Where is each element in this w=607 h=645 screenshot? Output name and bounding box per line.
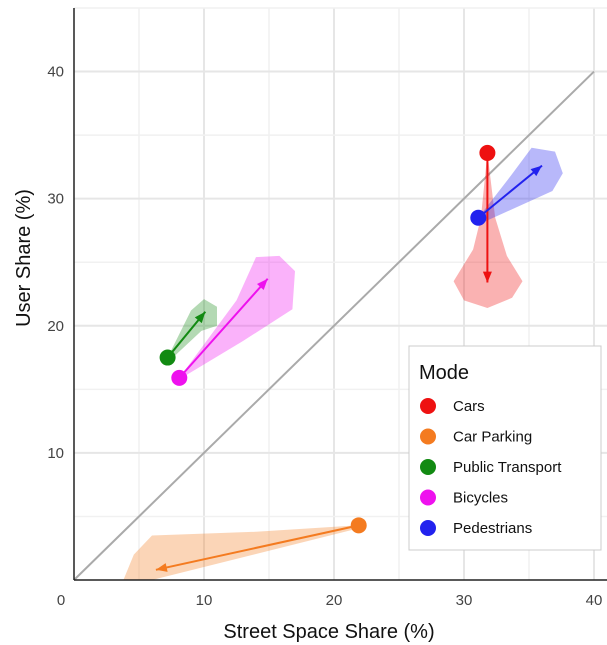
x-tick-label: 0 xyxy=(57,592,65,609)
arrow-head-car-parking xyxy=(155,563,168,572)
y-tick-label: 20 xyxy=(47,318,64,335)
x-axis-title: Street Space Share (%) xyxy=(223,621,434,643)
reference-diagonal xyxy=(73,70,595,581)
shift-arrows xyxy=(155,152,543,572)
legend-label-car-parking: Car Parking xyxy=(453,429,532,446)
point-public-transport xyxy=(159,349,176,366)
arrow-head-public-transport xyxy=(194,311,206,324)
legend-swatch-bicycles xyxy=(420,489,436,506)
x-tick-label: 30 xyxy=(456,592,473,609)
arrow-head-bicycles xyxy=(257,278,268,290)
legend-label-cars: Cars xyxy=(453,398,485,415)
point-car-parking xyxy=(350,517,367,534)
tick-labels: 0 10 20 30 40 10 20 30 40 xyxy=(47,64,602,609)
arrow-head-cars xyxy=(482,271,492,283)
gridlines xyxy=(74,7,607,580)
diagonal-line xyxy=(73,70,595,581)
legend-box xyxy=(408,345,602,551)
y-tick-label: 10 xyxy=(47,445,64,462)
legend-swatch-pedestrians xyxy=(420,520,436,536)
point-cars xyxy=(479,144,496,161)
x-tick-label: 20 xyxy=(326,592,343,609)
legend-label-bicycles: Bicycles xyxy=(453,490,508,507)
legend-swatch-public-transport xyxy=(420,459,436,475)
legend-label-pedestrians: Pedestrians xyxy=(453,520,532,537)
arrow-line-pedestrians xyxy=(477,164,543,219)
y-tick-label: 40 xyxy=(47,64,64,81)
x-tick-label: 10 xyxy=(196,592,213,609)
data-points xyxy=(159,144,496,534)
point-pedestrians xyxy=(470,209,487,226)
point-bicycles xyxy=(171,369,188,386)
axes xyxy=(73,8,607,581)
x-tick-label: 40 xyxy=(586,592,603,609)
y-axis-title: User Share (%) xyxy=(13,189,35,327)
legend-items: Cars Car Parking Public Transport Bicycles P… xyxy=(420,398,562,537)
legend-swatch-car-parking xyxy=(420,428,436,445)
legend-label-public-transport: Public Transport xyxy=(453,459,562,476)
band-bicycles xyxy=(179,255,295,378)
arrow-line-car-parking xyxy=(155,524,359,571)
legend: Mode Cars Car Parking Public Transport Bicy… xyxy=(408,345,602,551)
legend-title: Mode xyxy=(419,362,469,384)
arrow-line-bicycles xyxy=(178,278,269,379)
arrow-head-pedestrians xyxy=(530,165,542,177)
y-tick-label: 30 xyxy=(47,191,64,208)
legend-swatch-cars xyxy=(420,398,436,414)
